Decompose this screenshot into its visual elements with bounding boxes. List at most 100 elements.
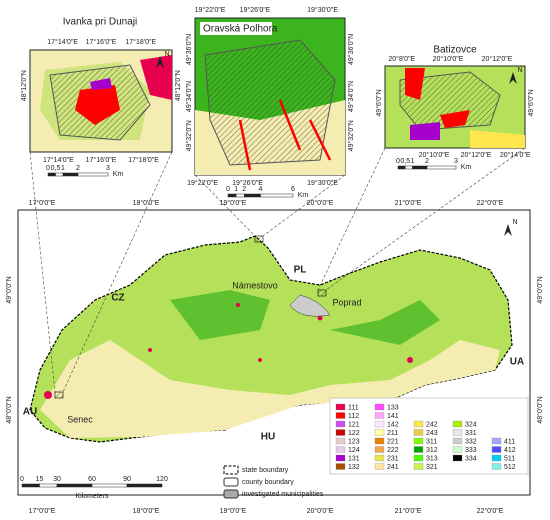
scale-label: 2 [425,158,429,165]
legend-code: 324 [465,421,477,428]
legend-code: 333 [465,447,477,454]
scale-label: 0,5 [400,158,410,165]
scale-segment [56,483,93,488]
country-label: AU [23,407,37,418]
legend-code: 123 [348,438,360,445]
legend-swatch [491,437,502,445]
legend-code: 312 [426,447,438,454]
legend-code: 132 [348,464,360,471]
legend-swatch [335,463,346,470]
north-arrow [156,56,164,68]
legend-code: 241 [387,464,399,471]
legend-swatch [452,454,463,462]
legend-code: 511 [504,455,515,462]
scale-label: 2 [242,186,246,193]
legend-swatch [413,420,424,428]
scale-label: 15 [36,476,44,483]
inset-lon-label: 20°8'0"E [388,55,415,63]
legend-code: 334 [465,455,477,462]
town-label: Senec [67,414,93,424]
inset-urban [75,85,120,125]
scale-label: 0 [46,165,50,172]
scale-unit: Km [113,171,124,178]
scale-label: 30 [53,476,61,483]
legend-code: 243 [426,430,438,437]
lon-label: 21°0'0"E [395,507,422,515]
lat-label: 49°0'0"N [536,276,544,303]
scale-label: 0,5 [51,165,61,172]
lon-label: 19°0'0"E [220,507,247,515]
legend-county-boundary [223,477,239,487]
legend-swatch [452,420,463,428]
legend-swatch [413,437,424,445]
scale-segment [405,165,413,170]
inset-lon-label: 19°22'0"E [187,179,218,187]
inset-lat-label: 49°34'0"N [185,81,193,112]
legend-code: 231 [387,455,399,462]
scale-segment [227,193,237,198]
legend-code: 142 [387,421,399,428]
inset-lon-label: 17°16'0"E [86,156,117,164]
country-label: HU [261,432,275,443]
country-label: UA [510,357,524,368]
legend-swatch [413,446,424,453]
inset-title: Batizovce [433,45,477,56]
legend-code: 221 [387,438,399,445]
lon-label: 17°0'0"E [29,507,56,515]
tatras [289,294,331,317]
scale-label: 0 [20,476,24,483]
scale-segment [260,193,294,198]
legend-code: 124 [348,447,360,454]
inset-urban [140,55,172,100]
scale-label: 3 [454,158,458,165]
inset-title-bg [200,22,272,35]
lon-label: 22°0'0"E [477,507,504,515]
legend-swatch [335,437,346,445]
legend-code: 313 [426,455,438,462]
legend-swatch [335,429,346,436]
scale-unit: Km [298,192,309,199]
scale-label: 120 [156,476,168,483]
inset-lat-label: 49°34'0"N [347,81,355,112]
legend-swatch [374,429,385,436]
legend-swatch [374,463,385,470]
legend-label: county boundary [242,479,294,486]
legend-swatch [335,412,346,419]
lon-label: 18°0'0"E [133,507,160,515]
scale-segment [39,483,58,488]
north-label: N [164,51,169,58]
lon-label: 18°0'0"E [133,199,160,207]
scale-label: 0 [226,186,230,193]
lon-label: 20°0'0"E [307,507,334,515]
municipality-marker [254,235,264,243]
legend-swatch [374,437,385,445]
lon-label: 21°0'0"E [395,199,422,207]
legend-code: 112 [348,413,359,420]
inset-lat-label: 49°32'0"N [347,120,355,151]
scale-segment [235,193,245,198]
town-label: Poprad [332,297,361,307]
legend-state-boundary [223,465,239,475]
scale-label: 0 [396,158,400,165]
lon-label: 22°0'0"E [477,199,504,207]
scale-segment [47,172,56,177]
inset-lon-label: 17°14'0"E [47,38,78,46]
legend-code: 512 [504,464,516,471]
legend-code: 133 [387,404,399,411]
legend-swatch [335,454,346,462]
inset-lon-label: 17°18'0"E [128,156,159,164]
inset-urban [238,99,332,171]
scale-segment [426,165,457,170]
inset-lon-label: 20°14'0"E [500,151,531,159]
inset-lon-label: 17°14'0"E [43,156,74,164]
legend-swatch [374,412,385,419]
inset-urban [405,68,470,128]
inset-site [410,122,440,140]
scale-segment [77,172,109,177]
legend-swatch [491,454,502,462]
legend-code: 122 [348,430,360,437]
north-arrow [504,224,512,236]
legend-label: investigated municipalities [242,491,324,498]
lowland-agriculture [40,340,500,438]
